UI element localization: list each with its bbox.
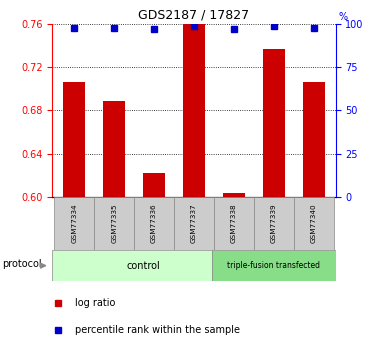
Text: GSM77334: GSM77334 bbox=[71, 204, 77, 243]
Bar bbox=[52, 250, 212, 281]
Text: GSM77340: GSM77340 bbox=[311, 204, 317, 243]
Text: GSM77339: GSM77339 bbox=[271, 204, 277, 243]
Text: GSM77336: GSM77336 bbox=[151, 204, 157, 243]
Text: log ratio: log ratio bbox=[75, 298, 115, 308]
Bar bbox=[294, 197, 334, 250]
Text: %: % bbox=[338, 12, 348, 22]
Bar bbox=[63, 82, 85, 197]
Bar bbox=[103, 101, 125, 197]
Text: GDS2187 / 17827: GDS2187 / 17827 bbox=[139, 9, 249, 22]
Bar bbox=[94, 197, 134, 250]
Bar bbox=[54, 197, 94, 250]
Text: GSM77337: GSM77337 bbox=[191, 204, 197, 243]
Text: GSM77335: GSM77335 bbox=[111, 204, 117, 243]
Text: control: control bbox=[126, 261, 160, 270]
Bar bbox=[254, 197, 294, 250]
Bar bbox=[223, 194, 245, 197]
Bar bbox=[143, 173, 165, 197]
Bar bbox=[174, 197, 214, 250]
Text: triple-fusion transfected: triple-fusion transfected bbox=[227, 261, 320, 270]
Bar bbox=[183, 24, 205, 197]
Bar bbox=[134, 197, 174, 250]
Bar bbox=[263, 49, 285, 197]
Bar bbox=[212, 250, 336, 281]
Bar bbox=[303, 82, 325, 197]
Text: GSM77338: GSM77338 bbox=[231, 204, 237, 243]
Bar bbox=[214, 197, 254, 250]
Text: percentile rank within the sample: percentile rank within the sample bbox=[75, 325, 240, 335]
Text: protocol: protocol bbox=[3, 259, 42, 269]
